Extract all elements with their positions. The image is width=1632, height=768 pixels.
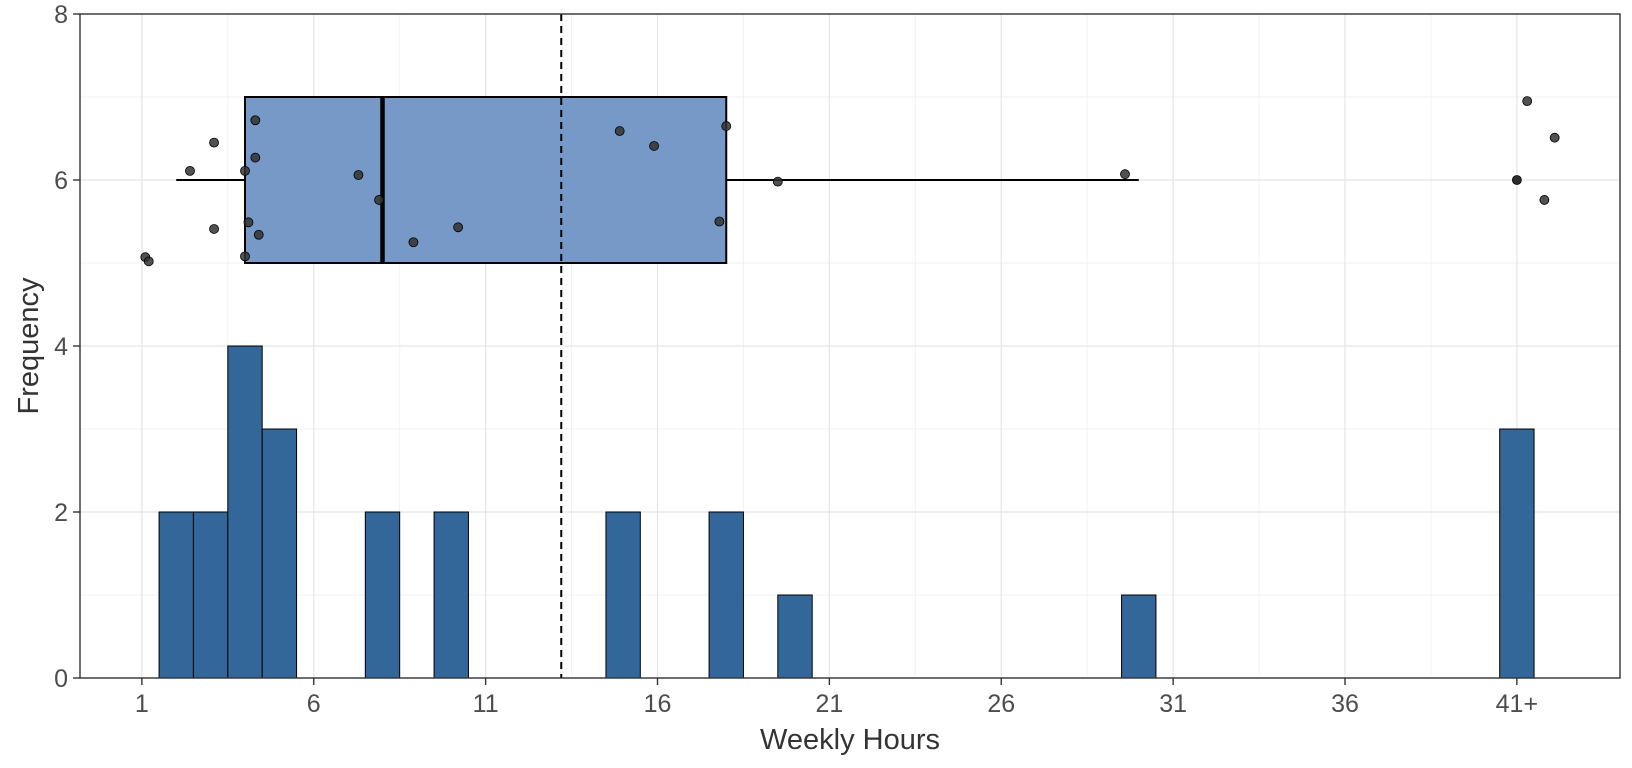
jitter-point xyxy=(240,165,250,176)
y-tick-label: 8 xyxy=(54,1,68,29)
x-axis-title: Weekly Hours xyxy=(760,724,940,756)
histogram-bar xyxy=(261,428,298,679)
jitter-point xyxy=(209,137,219,148)
jitter-point xyxy=(353,170,364,180)
y-tick-label: 0 xyxy=(54,665,68,693)
jitter-point xyxy=(240,251,250,262)
jitter-point xyxy=(1549,132,1560,143)
y-tick-label: 4 xyxy=(54,333,68,361)
jitter-point xyxy=(453,222,464,233)
jitter-point xyxy=(614,126,625,136)
y-tick-label: 2 xyxy=(54,499,68,527)
box-iqr xyxy=(244,96,728,264)
jitter-point xyxy=(649,141,659,151)
jitter-point xyxy=(250,115,261,126)
jitter-point xyxy=(250,152,261,163)
jitter-point xyxy=(721,121,732,131)
x-tick-label: 11 xyxy=(473,690,499,718)
histogram-bar xyxy=(708,511,744,679)
histogram-bar xyxy=(158,511,194,679)
histogram-bar xyxy=(777,594,813,679)
y-tick-label: 6 xyxy=(54,167,68,195)
jitter-point xyxy=(1539,195,1550,205)
jitter-point xyxy=(772,176,783,187)
jitter-point xyxy=(143,256,154,267)
histogram-bar xyxy=(364,511,401,679)
jitter-point xyxy=(408,237,419,248)
jitter-point xyxy=(243,217,254,228)
y-axis-title: Frequency xyxy=(13,277,45,415)
x-tick-label: 31 xyxy=(1159,690,1187,718)
jitter-point xyxy=(1120,169,1130,180)
jitter-point xyxy=(714,216,725,227)
jitter-point xyxy=(1522,96,1533,107)
x-tick-label: 26 xyxy=(987,690,1015,718)
histogram-bar xyxy=(227,345,263,679)
x-tick-label: 41+ xyxy=(1496,690,1538,718)
x-tick-label: 6 xyxy=(307,690,321,718)
histogram-bar xyxy=(1499,428,1535,679)
jitter-points xyxy=(140,14,1560,678)
x-tick-label: 36 xyxy=(1331,690,1359,718)
x-tick-label: 21 xyxy=(815,690,843,718)
jitter-point xyxy=(185,165,195,176)
histogram-bar xyxy=(192,511,229,679)
jitter-point xyxy=(1511,175,1522,185)
jitter-point xyxy=(374,195,384,205)
histogram-bar xyxy=(605,511,641,679)
jitter-point xyxy=(209,224,219,234)
jitter-point xyxy=(253,229,264,240)
histogram-bar xyxy=(433,511,469,679)
histogram-bar xyxy=(1121,594,1157,679)
x-tick-label: 1 xyxy=(135,690,149,718)
boxplot xyxy=(176,96,1521,264)
x-tick-label: 16 xyxy=(644,690,672,718)
